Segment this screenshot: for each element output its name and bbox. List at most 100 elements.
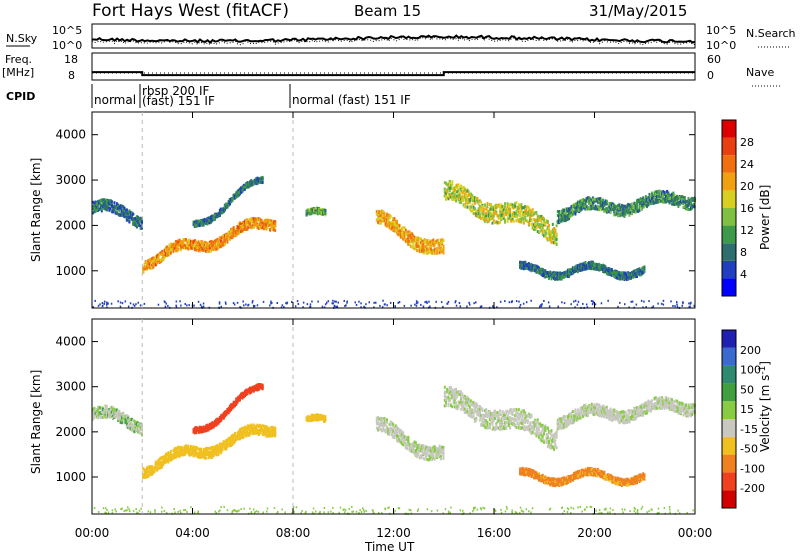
echo-cell: [154, 263, 157, 267]
echo-cell: [220, 210, 223, 214]
echo-cell: [195, 244, 197, 248]
echo-cell: [200, 450, 202, 453]
echo-cell: [525, 265, 528, 269]
echo-cell: [115, 212, 118, 216]
echo-cell: [568, 210, 571, 214]
echo-cell: [168, 252, 171, 256]
echo-cell: [563, 275, 566, 279]
echo-cell: [580, 206, 583, 210]
echo-cell: [143, 473, 146, 477]
echo-cell: [230, 236, 233, 240]
echo-cell: [622, 205, 625, 209]
echo-cell: [161, 252, 164, 256]
clutter-cell: [103, 302, 105, 305]
echo-cell: [173, 453, 176, 457]
freq-panel: Freq. [MHz] 18 8 60 0 Nave: [2, 52, 782, 87]
echo-cell: [202, 218, 205, 222]
echo-cell: [473, 207, 476, 211]
echo-cell: [421, 240, 424, 244]
echo-cell: [421, 248, 424, 252]
echo-cell: [437, 238, 440, 242]
echo-cell: [260, 222, 263, 226]
clutter-cell: [107, 302, 109, 305]
echo-cell: [412, 246, 415, 250]
echo-cell: [265, 225, 268, 229]
echo-cell: [113, 204, 116, 208]
echo-cell: [549, 233, 552, 237]
echo-cell: [627, 276, 630, 280]
echo-cell: [102, 411, 104, 414]
echo-cell: [571, 270, 574, 274]
echo-cell: [662, 192, 665, 196]
echo-cell: [578, 268, 581, 272]
cpid-seg-normal-fast: normal (fast) 151 IF: [292, 93, 411, 107]
echo-cell: [499, 205, 501, 209]
echo-cell: [544, 223, 547, 227]
echo-cell: [161, 249, 164, 253]
echo-cell: [590, 198, 593, 202]
echo-cell: [417, 241, 420, 245]
echo-cell: [185, 238, 187, 241]
echo-cell: [500, 216, 503, 220]
echo-cell: [627, 209, 630, 213]
echo-cell: [426, 247, 429, 251]
echo-cell: [387, 218, 390, 222]
echo-cell: [494, 210, 496, 214]
echo-cell: [391, 223, 393, 227]
echo-cell: [418, 249, 421, 253]
echo-cell: [544, 269, 547, 273]
clutter-cell: [384, 303, 386, 306]
echo-cell: [247, 221, 250, 225]
echo-cell: [436, 248, 439, 252]
echo-cell: [446, 183, 449, 187]
echo-cell: [177, 243, 180, 246]
echo-cell: [687, 202, 690, 206]
echo-cell: [481, 205, 484, 209]
echo-cell: [104, 408, 107, 412]
echo-cell: [143, 263, 146, 267]
echo-cell: [156, 261, 159, 265]
echo-cell: [250, 183, 253, 187]
echo-cell: [205, 220, 208, 224]
echo-cell: [232, 231, 235, 235]
echo-cell: [250, 179, 253, 183]
echo-cell: [639, 273, 642, 277]
echo-cell: [637, 199, 640, 203]
echo-cell: [545, 271, 548, 275]
echo-cell: [597, 198, 599, 201]
echo-cell: [156, 467, 159, 470]
echo-cell: [119, 414, 122, 418]
echo-cell: [648, 192, 651, 196]
echo-cell: [619, 208, 622, 212]
clutter-cell: [332, 299, 334, 302]
echo-cell: [218, 214, 221, 217]
echo-cell: [406, 232, 409, 236]
clutter-cell: [510, 301, 513, 304]
echo-cell: [205, 452, 208, 456]
echo-cell: [540, 273, 543, 276]
clutter-cell: [245, 303, 247, 306]
echo-cell: [455, 185, 458, 189]
echo-cell: [485, 218, 488, 222]
echo-cell: [125, 422, 128, 426]
echo-cell: [633, 269, 636, 273]
echo-cell: [579, 264, 582, 267]
echo-cell: [272, 226, 275, 229]
noise-search-line: [91, 36, 696, 46]
echo-cell: [411, 236, 414, 240]
echo-cell: [661, 190, 664, 194]
echo-cell: [216, 240, 219, 244]
echo-cell: [123, 211, 126, 215]
echo-cell: [683, 200, 686, 204]
echo-cell: [527, 213, 530, 216]
clutter-cell: [682, 302, 684, 305]
echo-cell: [646, 199, 648, 203]
echo-cell: [489, 215, 491, 219]
echo-cell: [423, 251, 426, 255]
echo-cell: [161, 463, 164, 467]
echo-cell: [564, 274, 567, 278]
clutter-cell: [270, 302, 272, 305]
echo-cell: [105, 198, 108, 202]
echo-cell: [466, 205, 469, 209]
echo-cell: [197, 219, 200, 223]
